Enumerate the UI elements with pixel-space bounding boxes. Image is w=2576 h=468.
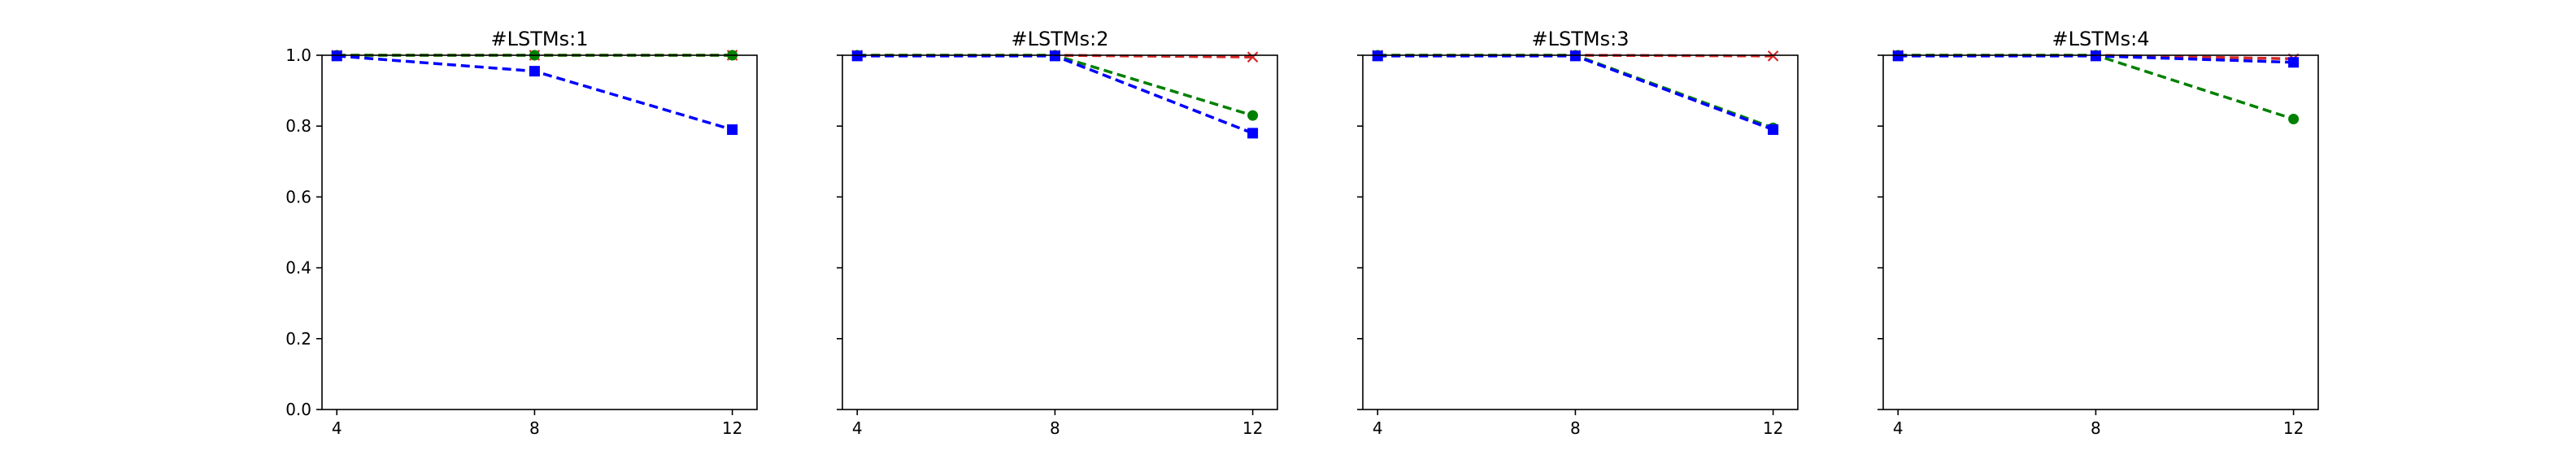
data-point (1247, 51, 1259, 63)
x-tick-label: 8 (1570, 418, 1581, 438)
plot-frame (1882, 54, 2319, 410)
series-square (331, 50, 738, 136)
subplot-1: #LSTMs:1 0.0 0.2 0.4 0.6 0.8 1.0 4 8 12 (285, 28, 758, 438)
plot-frame (842, 54, 1278, 410)
series-line (857, 54, 1254, 117)
x-tick-label: 12 (722, 418, 742, 438)
x-tick-label: 4 (1373, 418, 1383, 438)
subplot-title: #LSTMs:1 (491, 28, 589, 50)
subplot-3: #LSTMs:3 4 8 12 (1357, 28, 1799, 438)
y-tick-label: 0.8 (285, 116, 311, 136)
x-tick-label: 4 (332, 418, 342, 438)
data-point (1768, 124, 1779, 136)
y-tick-label: 0.0 (285, 400, 311, 419)
series-line (1898, 54, 2295, 121)
data-point (2090, 50, 2101, 62)
data-point (2288, 113, 2300, 124)
x-tick-label: 4 (1893, 418, 1904, 438)
x-tick-label: 4 (852, 418, 863, 438)
subplot-title: #LSTMs:3 (1532, 28, 1630, 50)
data-point (1049, 50, 1060, 62)
series-square (1372, 50, 1779, 136)
y-tick-label: 0.4 (285, 258, 311, 278)
data-point (851, 50, 863, 62)
y-tick-label: 0.6 (285, 187, 311, 206)
data-point (727, 124, 738, 136)
x-tick-label: 8 (2091, 418, 2101, 438)
subplot-4: #LSTMs:4 4 8 12 (1878, 28, 2319, 438)
data-point (1569, 50, 1581, 62)
series-line (857, 54, 1254, 135)
x-tick-label: 12 (1242, 418, 1263, 438)
series-circle (1372, 50, 1779, 133)
subplot-title: #LSTMs:2 (1012, 28, 1109, 50)
data-point (529, 66, 540, 77)
x-tick-label: 8 (1050, 418, 1060, 438)
plot-frame (1362, 54, 1799, 410)
data-point (1247, 110, 1259, 121)
data-point (1892, 50, 1904, 62)
data-point (1247, 128, 1259, 139)
subplot-title: #LSTMs:4 (2052, 28, 2150, 50)
series-line (1377, 54, 1774, 132)
data-point (1767, 50, 1779, 62)
data-point (2288, 57, 2300, 68)
series-line (1377, 54, 1774, 130)
subplot-2: #LSTMs:2 4 8 12 (837, 28, 1278, 438)
plot-frame (321, 54, 758, 410)
series-square (851, 50, 1259, 139)
y-tick-label: 1.0 (285, 46, 311, 65)
data-point (331, 50, 342, 62)
x-tick-label: 8 (529, 418, 540, 438)
data-point (1372, 50, 1383, 62)
series-square (1892, 50, 2300, 68)
x-tick-label: 12 (2283, 418, 2304, 438)
x-tick-label: 12 (1763, 418, 1783, 438)
y-tick-label: 0.2 (285, 329, 311, 349)
